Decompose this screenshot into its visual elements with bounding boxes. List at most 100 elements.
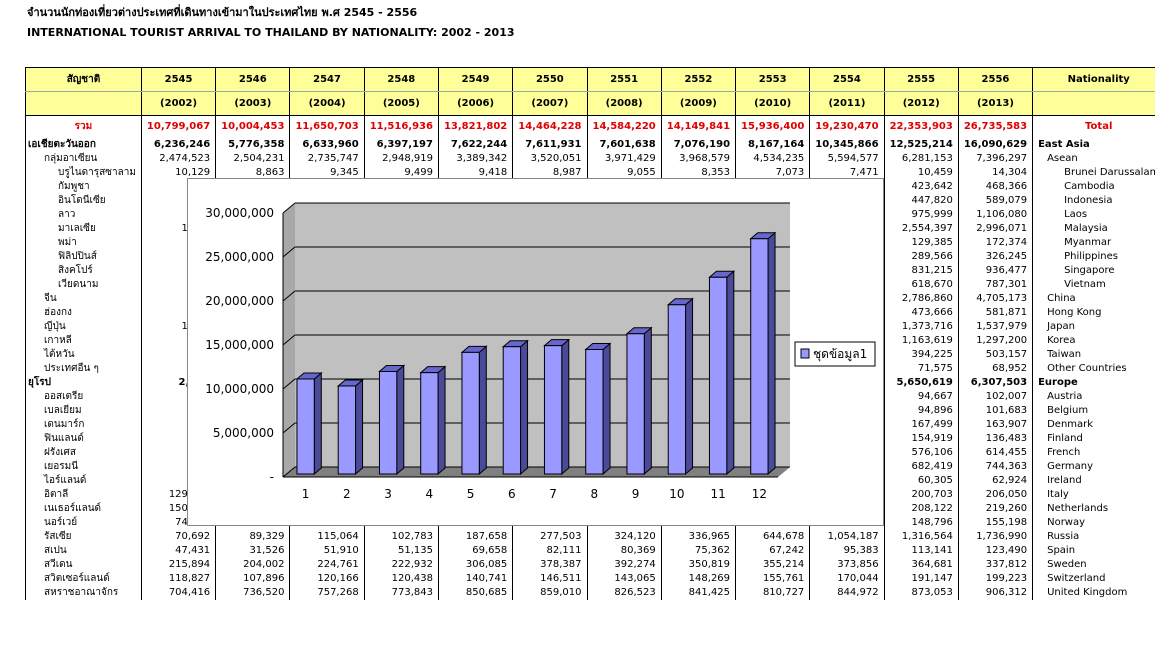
- row-label-thai[interactable]: ฟิลิปปินส์: [26, 250, 142, 264]
- bar[interactable]: [462, 352, 479, 474]
- value-cell[interactable]: 4,705,173: [958, 292, 1032, 306]
- bar-side[interactable]: [356, 380, 363, 474]
- value-cell[interactable]: 70,692: [141, 530, 215, 544]
- row-label-thai[interactable]: ญี่ปุ่น: [26, 320, 142, 334]
- value-cell[interactable]: 155,761: [736, 572, 810, 586]
- value-cell[interactable]: 10,345,866: [810, 138, 884, 152]
- row-label-english[interactable]: Hong Kong: [1033, 306, 1155, 320]
- header-year-be[interactable]: 2556: [958, 68, 1032, 92]
- row-label-english[interactable]: Denmark: [1033, 418, 1155, 432]
- header-year-ce[interactable]: (2003): [216, 92, 290, 116]
- value-cell[interactable]: 2,504,231: [216, 152, 290, 166]
- header-year-be[interactable]: 2547: [290, 68, 364, 92]
- row-label-thai[interactable]: ออสเตรีย: [26, 390, 142, 404]
- value-cell[interactable]: 115,064: [290, 530, 364, 544]
- value-cell[interactable]: 67,242: [736, 544, 810, 558]
- bar[interactable]: [709, 277, 726, 474]
- value-cell[interactable]: 337,812: [958, 558, 1032, 572]
- value-cell[interactable]: 14,464,228: [513, 116, 587, 139]
- header-year-ce[interactable]: (2012): [884, 92, 958, 116]
- value-cell[interactable]: 11,650,703: [290, 116, 364, 139]
- row-label-thai[interactable]: ประเทศอื่น ๆ: [26, 362, 142, 376]
- header-blank-cell[interactable]: [26, 92, 142, 116]
- value-cell[interactable]: 11,516,936: [364, 116, 438, 139]
- value-cell[interactable]: 10,799,067: [141, 116, 215, 139]
- value-cell[interactable]: 167,499: [884, 418, 958, 432]
- value-cell[interactable]: 3,968,579: [661, 152, 735, 166]
- value-cell[interactable]: 14,149,841: [661, 116, 735, 139]
- header-year-ce[interactable]: (2007): [513, 92, 587, 116]
- value-cell[interactable]: 576,106: [884, 446, 958, 460]
- bar[interactable]: [297, 379, 314, 474]
- row-label-thai[interactable]: เกาหลี: [26, 334, 142, 348]
- row-label-thai[interactable]: จีน: [26, 292, 142, 306]
- row-label-english[interactable]: Spain: [1033, 544, 1155, 558]
- value-cell[interactable]: 206,050: [958, 488, 1032, 502]
- row-label-thai[interactable]: อิตาลี: [26, 488, 142, 502]
- bar-side[interactable]: [397, 365, 404, 474]
- value-cell[interactable]: 89,329: [216, 530, 290, 544]
- value-cell[interactable]: 148,269: [661, 572, 735, 586]
- row-label-english[interactable]: Cambodia: [1033, 180, 1155, 194]
- value-cell[interactable]: 101,683: [958, 404, 1032, 418]
- value-cell[interactable]: 936,477: [958, 264, 1032, 278]
- row-label-thai[interactable]: ฟินแลนด์: [26, 432, 142, 446]
- value-cell[interactable]: 5,650,619: [884, 376, 958, 390]
- value-cell[interactable]: 2,474,523: [141, 152, 215, 166]
- row-label-thai[interactable]: ไอร์แลนด์: [26, 474, 142, 488]
- header-year-ce[interactable]: (2010): [736, 92, 810, 116]
- value-cell[interactable]: 26,735,583: [958, 116, 1032, 139]
- bar-side[interactable]: [314, 373, 321, 474]
- value-cell[interactable]: 473,666: [884, 306, 958, 320]
- value-cell[interactable]: 123,490: [958, 544, 1032, 558]
- value-cell[interactable]: 503,157: [958, 348, 1032, 362]
- header-blank-cell[interactable]: [1033, 92, 1155, 116]
- header-year-be[interactable]: 2553: [736, 68, 810, 92]
- value-cell[interactable]: 13,821,802: [438, 116, 512, 139]
- header-year-be[interactable]: 2555: [884, 68, 958, 92]
- value-cell[interactable]: 289,566: [884, 250, 958, 264]
- value-cell[interactable]: 581,871: [958, 306, 1032, 320]
- value-cell[interactable]: 5,776,358: [216, 138, 290, 152]
- row-label-english[interactable]: Finland: [1033, 432, 1155, 446]
- value-cell[interactable]: 10,004,453: [216, 116, 290, 139]
- value-cell[interactable]: 15,936,400: [736, 116, 810, 139]
- row-label-thai[interactable]: บรูไนดารุสซาลาม: [26, 166, 142, 180]
- value-cell[interactable]: 373,856: [810, 558, 884, 572]
- value-cell[interactable]: 2,554,397: [884, 222, 958, 236]
- row-label-english[interactable]: Philippines: [1033, 250, 1155, 264]
- value-cell[interactable]: 5,594,577: [810, 152, 884, 166]
- value-cell[interactable]: 3,971,429: [587, 152, 661, 166]
- value-cell[interactable]: 68,952: [958, 362, 1032, 376]
- header-year-be[interactable]: 2545: [141, 68, 215, 92]
- bar[interactable]: [751, 239, 768, 474]
- row-label-english[interactable]: Taiwan: [1033, 348, 1155, 362]
- header-nationality-thai[interactable]: สัญชาติ: [26, 68, 142, 92]
- value-cell[interactable]: 2,786,860: [884, 292, 958, 306]
- row-label-english[interactable]: Malaysia: [1033, 222, 1155, 236]
- header-year-ce[interactable]: (2006): [438, 92, 512, 116]
- bar-side[interactable]: [562, 340, 569, 474]
- row-label-english[interactable]: Total: [1033, 116, 1155, 139]
- value-cell[interactable]: 75,362: [661, 544, 735, 558]
- bar[interactable]: [503, 347, 520, 474]
- header-year-be[interactable]: 2548: [364, 68, 438, 92]
- row-label-thai[interactable]: อินโดนีเซีย: [26, 194, 142, 208]
- bar[interactable]: [668, 305, 685, 474]
- value-cell[interactable]: 170,044: [810, 572, 884, 586]
- row-label-english[interactable]: China: [1033, 292, 1155, 306]
- row-label-thai[interactable]: รวม: [26, 116, 142, 139]
- value-cell[interactable]: 102,783: [364, 530, 438, 544]
- row-label-english[interactable]: Japan: [1033, 320, 1155, 334]
- value-cell[interactable]: 423,642: [884, 180, 958, 194]
- row-label-english[interactable]: Russia: [1033, 530, 1155, 544]
- value-cell[interactable]: 6,397,197: [364, 138, 438, 152]
- value-cell[interactable]: 589,079: [958, 194, 1032, 208]
- value-cell[interactable]: 873,053: [884, 586, 958, 600]
- value-cell[interactable]: 614,455: [958, 446, 1032, 460]
- row-label-thai[interactable]: สวีเดน: [26, 558, 142, 572]
- header-year-ce[interactable]: (2011): [810, 92, 884, 116]
- value-cell[interactable]: 1,054,187: [810, 530, 884, 544]
- value-cell[interactable]: 906,312: [958, 586, 1032, 600]
- value-cell[interactable]: 1,297,200: [958, 334, 1032, 348]
